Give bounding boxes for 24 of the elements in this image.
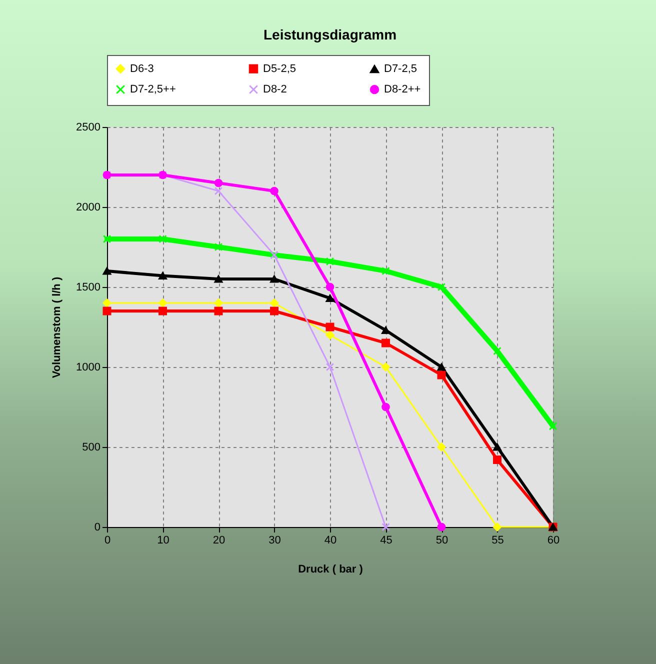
- legend-label: D5-2,5: [263, 62, 296, 75]
- y-tick-label: 1500: [76, 282, 100, 294]
- x-tick-label: 60: [547, 534, 560, 546]
- y-tick-label: 1000: [76, 362, 100, 374]
- x-tick-label: 45: [380, 534, 392, 546]
- x-tick-label: 20: [212, 534, 226, 546]
- x-tick-label: 30: [268, 534, 281, 546]
- legend-label: D6-3: [130, 62, 154, 75]
- legend-label: D7-2,5++: [130, 84, 176, 96]
- x-axis-title: Druck ( bar ): [298, 564, 364, 576]
- legend-label: D8-2: [263, 84, 287, 96]
- x-tick-label: 40: [324, 534, 337, 546]
- legend-label: D8-2++: [384, 84, 421, 96]
- y-tick-label: 500: [82, 442, 100, 454]
- chart-title: Leistungsdiagramm: [263, 26, 397, 42]
- legend-label: D7-2,5: [384, 63, 418, 76]
- y-axis-title: Volumenstom ( l/h ): [51, 276, 64, 378]
- y-tick-label: 2000: [76, 202, 100, 214]
- y-tick-label: 2500: [76, 122, 100, 134]
- x-tick-label: 10: [157, 534, 170, 546]
- x-tick-label: 50: [436, 534, 448, 546]
- y-tick-label: 0: [94, 522, 100, 534]
- x-tick-label: 55: [492, 534, 504, 546]
- x-tick-label: 0: [104, 534, 111, 546]
